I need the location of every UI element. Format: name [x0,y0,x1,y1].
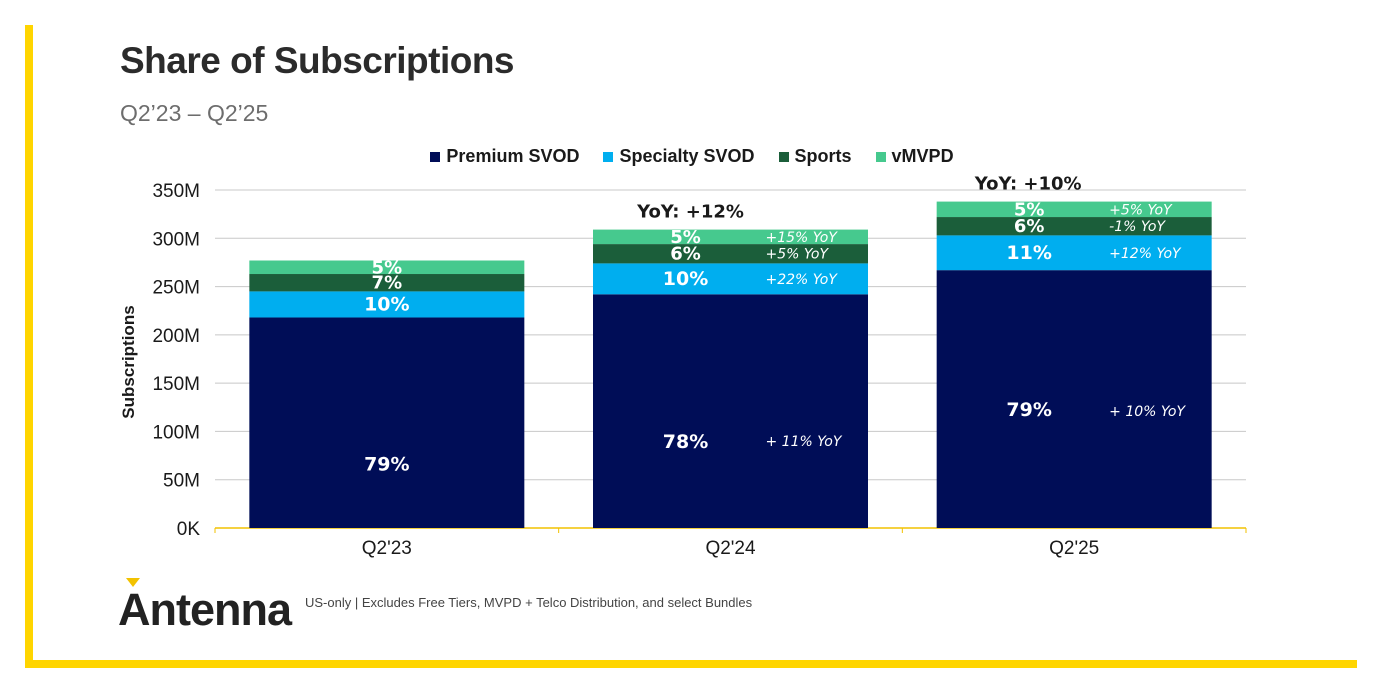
bar-specialty-svod-q2-23 [249,291,525,318]
data-label: 79% [1006,399,1051,421]
data-label: 5% [670,227,701,248]
data-label: 78% [663,431,708,453]
y-tick-label: 350M [152,181,200,202]
yoy-label: -1% YoY [1109,219,1166,235]
y-tick-label: 250M [152,278,200,299]
page-title: Share of Subscriptions [120,40,515,81]
logo-text: Antenna [118,584,292,635]
bar-specialty-svod-q2-24 [593,263,868,295]
yoy-label: + 10% YoY [1109,404,1186,420]
x-tick-label: Q2'25 [1049,538,1099,559]
legend-item-vmvpd: vMVPD [875,146,954,167]
data-label: 5% [1014,199,1045,220]
accent-bar-left [25,25,33,668]
y-tick-label: 150M [152,374,200,395]
legend-item-specialty-svod: Specialty SVOD [603,146,755,167]
data-label: 11% [1006,242,1051,264]
antenna-logo: Antenna [118,578,298,635]
bar-sports-q2-23 [249,274,525,292]
total-yoy-label: YoY: +12% [636,202,744,223]
legend-item-premium-svod: Premium SVOD [430,146,579,167]
data-label: 6% [670,244,701,265]
yoy-label: +15% YoY [766,230,839,246]
y-tick-label: 200M [152,326,200,347]
bar-sports-q2-25 [936,217,1212,236]
legend-label-specialty-svod: Specialty SVOD [619,146,755,166]
bar-specialty-svod-q2-25 [936,235,1212,271]
yoy-label: +22% YoY [766,272,839,288]
data-label: 10% [364,293,409,315]
bar-premium-svod-q2-23 [249,317,525,528]
legend-swatch-premium-svod [430,151,441,162]
yoy-label: +5% YoY [766,247,830,263]
y-tick-label: 300M [152,229,200,250]
yoy-label: + 11% YoY [766,434,843,450]
yoy-label: +5% YoY [1109,202,1173,218]
data-label: 7% [372,273,403,294]
bar-vmvpd-q2-23 [249,260,525,275]
x-tick-label: Q2'24 [705,538,756,559]
legend-swatch-vmvpd [875,151,886,162]
logo-caret-icon [126,578,140,587]
y-tick-label: 50M [163,471,200,492]
legend-swatch-specialty-svod [603,151,614,162]
footnote: US-only | Excludes Free Tiers, MVPD + Te… [305,595,753,610]
page-subtitle: Q2’23 – Q2’25 [120,100,269,126]
data-label: 10% [663,268,708,290]
total-yoy-label: YoY: +10% [974,174,1082,195]
bar-premium-svod-q2-24 [593,294,868,528]
legend-label-vmvpd: vMVPD [891,146,954,166]
data-label: 79% [364,454,409,476]
x-tick-label: Q2'23 [362,538,412,559]
yoy-label: +12% YoY [1109,246,1182,262]
legend-label-sports: Sports [794,146,852,166]
chart-legend: Premium SVOD Specialty SVOD Sports vMVPD [0,146,1384,167]
bar-vmvpd-q2-24 [593,229,868,245]
data-label: 5% [372,257,403,278]
bar-vmvpd-q2-25 [936,201,1212,218]
y-tick-label: 100M [152,422,200,443]
y-tick-label: 0K [177,519,201,540]
legend-swatch-sports [778,151,789,162]
data-label: 6% [1014,216,1045,237]
legend-label-premium-svod: Premium SVOD [446,146,580,166]
legend-item-sports: Sports [778,146,852,167]
accent-bar-bottom [25,660,1357,668]
bar-premium-svod-q2-25 [936,270,1212,528]
bar-sports-q2-24 [593,244,868,264]
